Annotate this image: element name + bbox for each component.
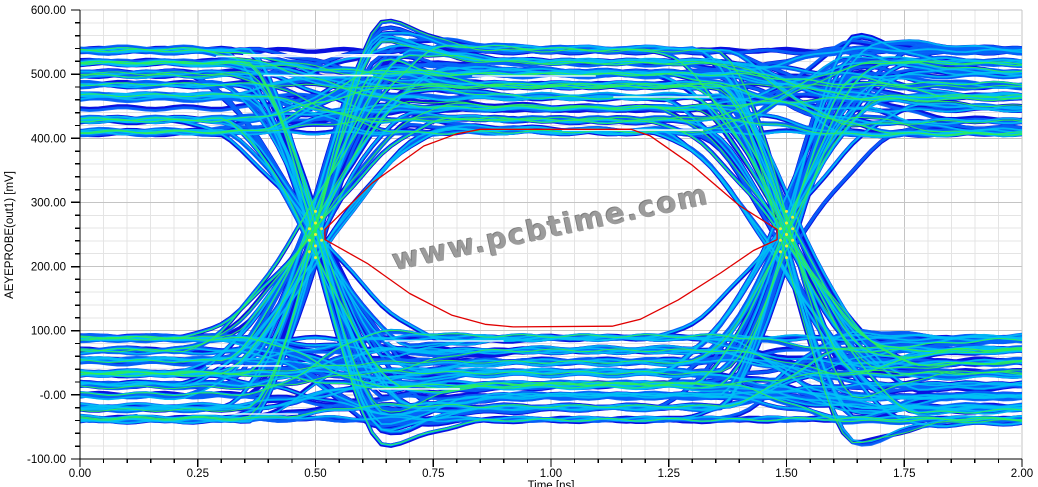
y-tick-label: 100.00 [31, 326, 66, 338]
y-tick-label: 500.00 [31, 69, 66, 81]
x-tick-label: 0.50 [304, 468, 326, 480]
y-tick-label: -100.00 [27, 454, 66, 466]
axes [71, 9, 1023, 467]
x-tick-label: 0.25 [187, 468, 209, 480]
y-tick-label: 300.00 [31, 197, 66, 209]
eye-mask-contour [324, 128, 778, 328]
axis-labels: 600.00 500.00 400.00 300.00 200.00 100.00 -0.0… [4, 5, 1033, 487]
x-tick-label: 1.50 [775, 468, 797, 480]
x-tick-label: 0.00 [69, 468, 91, 480]
y-tick-label: -0.00 [40, 390, 66, 402]
y-tick-label: 200.00 [31, 262, 66, 274]
x-tick-label: 0.75 [422, 468, 444, 480]
y-tick-label: 400.00 [31, 133, 66, 145]
trace-layers [80, 18, 1022, 448]
y-axis-title: AEYEPROBE(out1) [mV] [4, 171, 16, 299]
x-tick-label: 1.25 [658, 468, 680, 480]
x-tick-label: 1.75 [893, 468, 915, 480]
x-tick-label: 1.00 [540, 468, 562, 480]
x-tick-label: 2.00 [1011, 468, 1033, 480]
x-axis-title: Time [ns] [528, 480, 575, 487]
y-tick-label: 600.00 [31, 5, 66, 17]
